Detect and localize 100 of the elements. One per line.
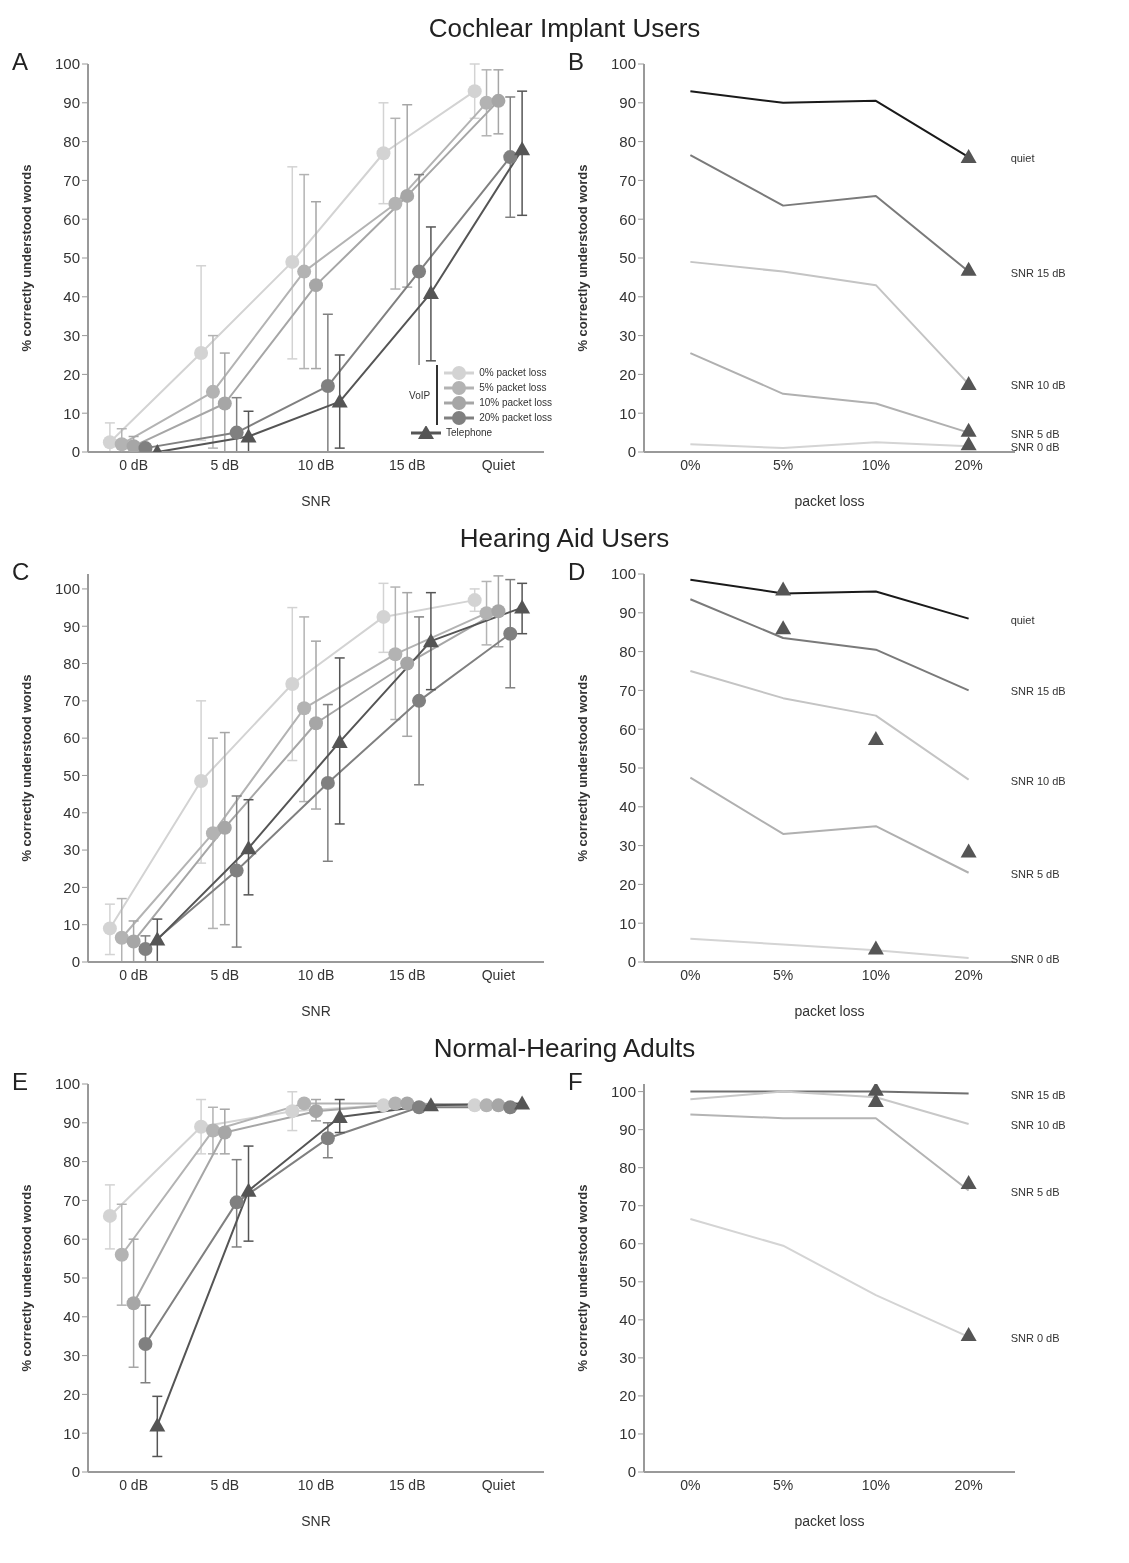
x-tick-label: 0% [680,456,701,473]
y-tick-label: 10 [619,1425,636,1443]
y-axis-title: % correctly understood words [18,1184,34,1372]
text: SNR 0 dB [1010,1331,1060,1344]
y-tick-label: 50 [619,759,636,777]
x-tick-label: Quiet [481,456,516,473]
text: SNR 15 dB [1010,685,1066,698]
y-tick-label: 80 [63,132,80,150]
y-tick-label: 90 [619,1120,636,1138]
y-axis-title: % correctly understood words [574,1184,590,1372]
y-tick-label: 60 [63,210,80,228]
line-series [689,670,970,781]
y-tick-label: 100 [54,55,80,73]
y-tick-label: 0 [71,1463,80,1481]
y-tick-label: 80 [619,642,636,660]
x-tick-label: 15 dB [388,1476,426,1493]
x-tick-label: 5% [773,1476,794,1493]
x-tick-label: 0% [680,966,701,983]
legend-title: VoIP [409,389,431,401]
y-tick-label: 0 [627,443,636,461]
x-tick-label: 5 dB [210,966,240,983]
chart-title: Normal-Hearing Adults [432,1032,697,1065]
y-tick-label: 100 [610,565,636,583]
x-tick-label: 10 dB [297,456,335,473]
line-series [689,937,970,960]
x-axis-title: SNR [301,493,331,509]
text: E [12,1068,29,1096]
y-tick-label: 70 [63,692,80,710]
x-tick-label: 20% [954,456,983,473]
x-tick-label: 10% [861,1476,890,1493]
y-tick-label: 60 [619,1235,636,1253]
x-axis-title: packet loss [794,1003,865,1019]
y-tick-label: 60 [619,720,636,738]
y-tick-label: 60 [63,1230,80,1248]
chart-title: Cochlear Implant Users [427,12,702,45]
y-tick-label: 70 [619,681,636,699]
y-tick-label: 40 [619,798,636,816]
y-tick-label: 20 [63,878,80,896]
y-tick-label: 100 [610,55,636,73]
y-tick-label: 30 [619,1349,636,1367]
y-tick-label: 80 [63,1152,80,1170]
y-tick-label: 20 [619,1387,636,1405]
legend-label: 0% packet loss [479,367,547,378]
y-tick-label: 80 [63,654,80,672]
line-series [689,578,970,620]
y-tick-label: 20 [619,875,636,893]
line-series [689,598,970,692]
y-tick-label: 50 [63,766,80,784]
y-tick-label: 80 [619,1159,636,1177]
y-tick-label: 50 [63,249,80,267]
x-tick-label: 5 dB [210,1476,240,1493]
y-tick-label: 40 [619,288,636,306]
x-tick-label: 10% [861,966,890,983]
x-tick-label: 0 dB [119,1476,149,1493]
text: SNR 10 dB [1010,1118,1066,1131]
text: quiet [1010,613,1035,626]
y-tick-label: 100 [54,1075,80,1093]
y-tick-label: 100 [54,580,80,598]
y-tick-label: 30 [63,326,80,344]
text: SNR 10 dB [1010,774,1066,787]
x-tick-label: Quiet [481,1476,516,1493]
y-tick-label: 90 [63,1114,80,1132]
y-tick-label: 70 [63,171,80,189]
y-tick-label: 30 [63,1346,80,1364]
y-tick-label: 20 [63,365,80,383]
y-axis-title: % correctly understood words [18,164,34,352]
x-tick-label: 10% [861,456,890,473]
y-axis-title: % correctly understood words [18,674,34,862]
x-tick-label: 20% [954,1476,983,1493]
y-tick-label: 40 [619,1311,636,1329]
x-tick-label: Quiet [481,966,516,983]
y-tick-label: 40 [63,288,80,306]
x-tick-label: 0% [680,1476,701,1493]
y-tick-label: 10 [63,404,80,422]
y-tick-label: 50 [63,1269,80,1287]
text: SNR 0 dB [1010,441,1060,454]
y-tick-label: 50 [619,249,636,267]
y-axis-title: % correctly understood words [574,164,590,352]
y-tick-label: 0 [71,443,80,461]
chart-title: Hearing Aid Users [458,522,671,555]
text: A [12,48,29,76]
x-axis-title: SNR [301,1003,331,1019]
y-tick-label: 0 [71,953,80,971]
text: SNR 5 dB [1010,427,1060,440]
text: SNR 5 dB [1010,1185,1060,1198]
y-tick-label: 10 [63,1424,80,1442]
y-tick-label: 40 [63,1308,80,1326]
text: D [568,558,586,586]
y-tick-label: 100 [610,1082,636,1100]
legend-label: 5% packet loss [479,382,547,393]
x-axis-title: packet loss [794,1513,865,1529]
y-tick-label: 80 [619,132,636,150]
x-tick-label: 0 dB [119,456,149,473]
x-tick-label: 10 dB [297,966,335,983]
x-tick-label: 10 dB [297,1476,335,1493]
y-tick-label: 30 [63,841,80,859]
x-axis-title: SNR [301,1513,331,1529]
text: F [568,1068,583,1096]
y-tick-label: 90 [619,94,636,112]
y-tick-label: 40 [63,804,80,822]
